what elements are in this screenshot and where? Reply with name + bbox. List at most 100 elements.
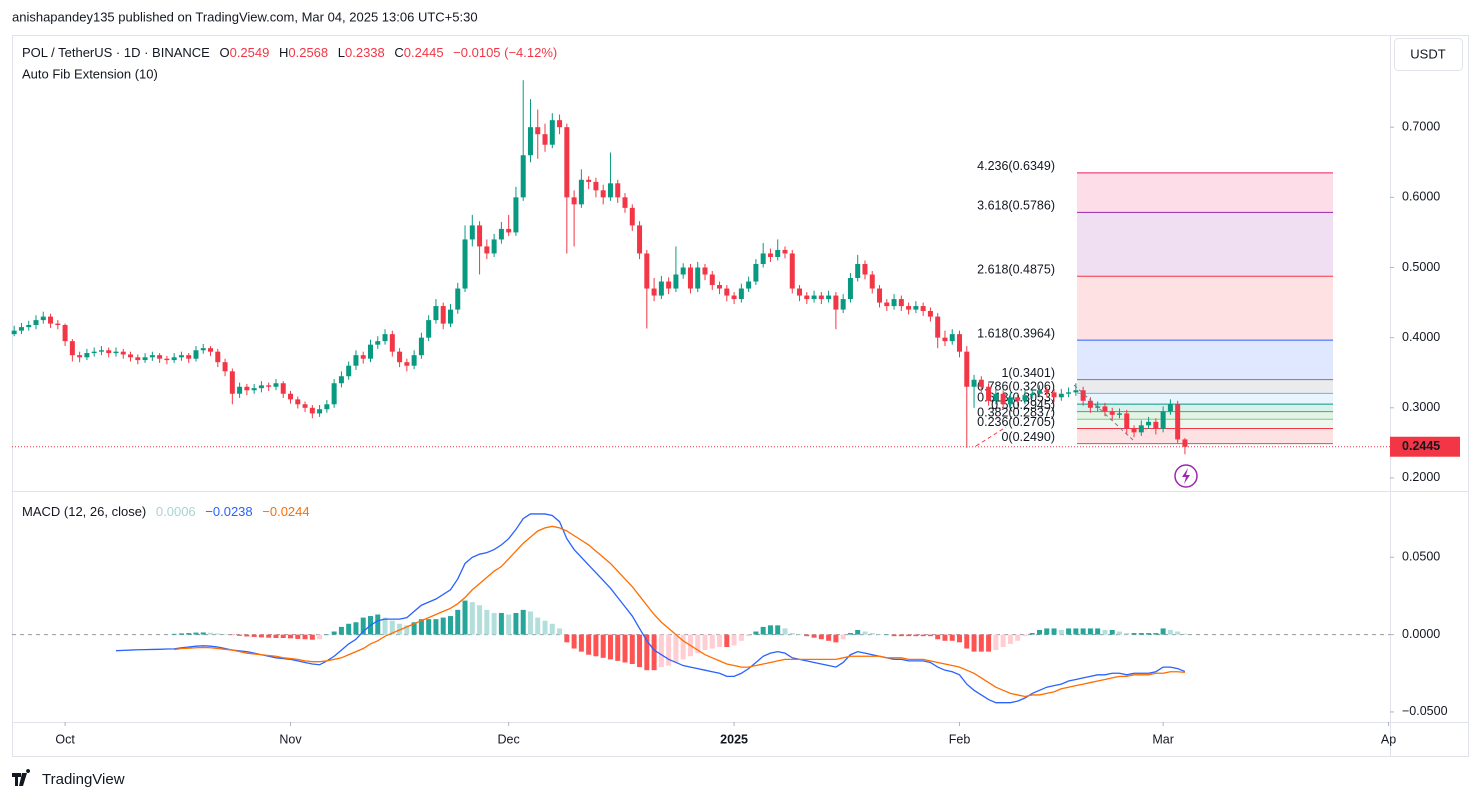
macd-histogram-bar <box>877 634 883 636</box>
macd-histogram-bar <box>1146 633 1152 635</box>
candle-body <box>397 351 403 363</box>
candle-body <box>1160 411 1166 429</box>
candle-body <box>193 350 199 359</box>
candle-body <box>120 351 126 355</box>
macd-histogram-bar <box>455 609 461 635</box>
candle-body <box>986 386 992 401</box>
macd-histogram-bar <box>1029 633 1035 635</box>
macd-histogram-bar <box>258 634 264 638</box>
macd-histogram-bar <box>375 614 381 635</box>
candle-body <box>949 334 955 342</box>
x-tick-label: Mar <box>1152 732 1174 746</box>
macd-histogram-bar <box>847 633 853 635</box>
fib-label: 1(0.3401) <box>1001 366 1055 380</box>
macd-histogram-bar <box>564 634 570 643</box>
macd-line <box>174 525 1185 698</box>
macd-histogram-bar <box>1131 633 1137 635</box>
alert-bolt <box>1182 468 1190 484</box>
candle-body <box>1087 400 1093 408</box>
macd-histogram-bar <box>280 634 286 639</box>
macd-histogram-bar <box>869 633 875 635</box>
macd-histogram-bar <box>1167 629 1173 635</box>
y-tick-label: 0.0000 <box>1402 627 1440 641</box>
candle-body <box>149 355 155 358</box>
macd-histogram-bar <box>237 634 243 636</box>
candle-body <box>11 330 17 335</box>
candle-body <box>1051 392 1057 398</box>
candle-body <box>273 383 279 387</box>
candle-body <box>237 386 243 394</box>
candle-body <box>920 306 926 311</box>
candle-body <box>927 310 933 317</box>
candle-body <box>171 357 177 361</box>
candle-body <box>91 351 97 354</box>
fib-zone <box>1077 340 1333 380</box>
candle-body <box>746 281 752 289</box>
macd-histogram-bar <box>484 609 490 635</box>
x-tick-label: Oct <box>55 732 75 746</box>
legend-value: 0.2568 <box>288 45 328 60</box>
macd-histogram-bar <box>229 634 235 636</box>
macd-histogram-bar <box>702 634 708 651</box>
macd-histogram-bar <box>440 617 446 635</box>
macd-histogram-bar <box>738 634 744 641</box>
fib-zone <box>1077 172 1333 213</box>
fib-zone <box>1077 411 1333 420</box>
currency-button[interactable] <box>1394 38 1463 71</box>
candle-body <box>600 190 606 198</box>
macd-histogram-bar <box>389 620 395 635</box>
macd-histogram-bar <box>920 634 926 637</box>
macd-histogram-bar <box>557 628 563 635</box>
candle-body <box>906 306 912 310</box>
candle-body <box>244 386 250 391</box>
candle-body <box>411 355 417 366</box>
macd-histogram-bar <box>1037 629 1043 635</box>
candle-body <box>295 399 301 405</box>
y-tick-label: −0.0500 <box>1402 704 1448 718</box>
y-tick-label: 0.3000 <box>1402 400 1440 414</box>
candle-body <box>1007 397 1013 405</box>
candle-body <box>418 337 424 356</box>
candle-body <box>971 379 977 387</box>
candle-body <box>1175 404 1181 440</box>
macd-histogram-bar <box>1073 628 1079 635</box>
candle-body <box>884 302 890 307</box>
macd-histogram-bar <box>797 634 803 636</box>
fib-label: 1.618(0.3964) <box>977 326 1055 340</box>
macd-histogram-bar <box>622 634 628 663</box>
fib-zone <box>1077 419 1333 429</box>
macd-histogram-bar <box>506 614 512 635</box>
candle-body <box>62 325 68 342</box>
candle-body <box>586 179 592 182</box>
candle-body <box>978 379 984 387</box>
candle-body <box>709 274 715 286</box>
macd-histogram-bar <box>200 632 206 635</box>
candle-body <box>775 249 781 257</box>
macd-histogram-bar <box>593 634 599 657</box>
macd-histogram-bar <box>753 631 759 635</box>
fib-label: 0.5(0.2945) <box>991 398 1055 412</box>
candle-body <box>48 316 54 324</box>
macd-histogram-bar <box>549 623 555 635</box>
candle-body <box>593 181 599 191</box>
candle-body <box>288 393 294 400</box>
candle-body <box>891 299 897 307</box>
candle-body <box>1000 393 1006 405</box>
macd-histogram-bar <box>491 612 497 635</box>
candle-body <box>913 306 919 310</box>
publish-line: anishapandey135 published on TradingView… <box>12 9 478 24</box>
candle-body <box>208 348 214 352</box>
macd-histogram-bar <box>186 633 192 635</box>
candle-body <box>157 355 163 359</box>
macd-histogram-bar <box>520 609 526 635</box>
macd-histogram-bar <box>826 634 832 641</box>
candle-body <box>695 267 701 289</box>
macd-histogram-bar <box>607 634 613 660</box>
candle-body <box>462 239 468 289</box>
macd-histogram-bar <box>1153 633 1159 635</box>
candle-body <box>622 197 628 208</box>
candle-body <box>200 348 206 351</box>
macd-histogram-bar <box>949 634 955 641</box>
x-tick-label: Feb <box>949 732 971 746</box>
